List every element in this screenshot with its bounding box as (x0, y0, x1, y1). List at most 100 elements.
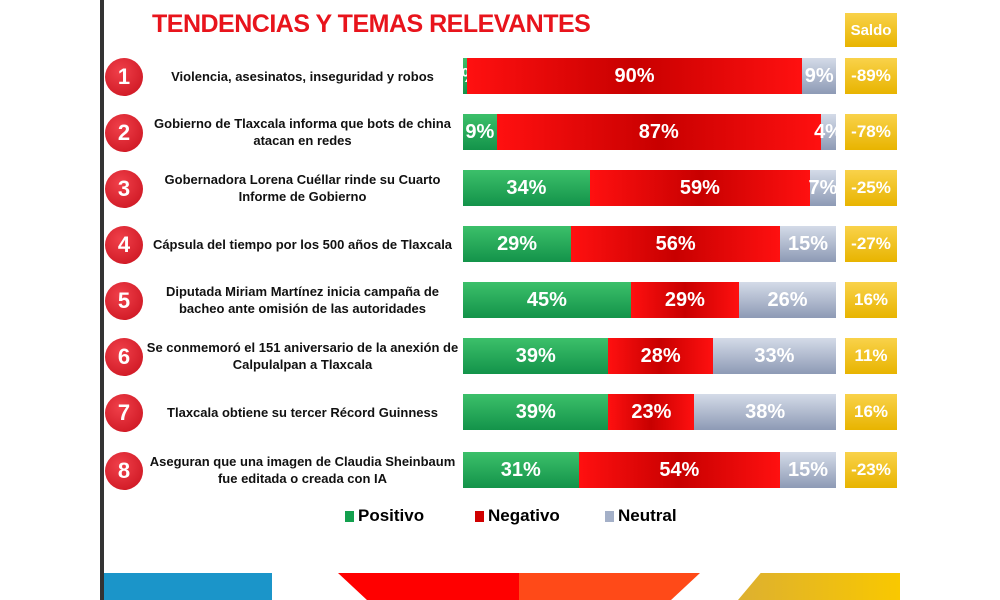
bar-segment-positivo: 34% (463, 170, 590, 206)
bar-segment-neutral: 26% (739, 282, 836, 318)
stacked-bar: 29% 56% 15% (463, 226, 836, 262)
category-label: Gobernadora Lorena Cuéllar rinde su Cuar… (164, 172, 441, 204)
chart-row: 3 Gobernadora Lorena Cuéllar rinde su Cu… (0, 168, 1000, 208)
data-label: 9% (465, 120, 495, 143)
frame-border (100, 0, 104, 600)
data-label: 38% (745, 400, 786, 423)
bar-segment-positivo: 31% (463, 452, 579, 488)
data-label: 31% (500, 458, 541, 481)
decor-red-band (338, 573, 700, 600)
data-label: 9% (804, 64, 834, 87)
saldo-value: -27% (845, 226, 897, 262)
rank-badge: 1 (105, 58, 143, 96)
legend-swatch (345, 510, 354, 522)
data-label: 15% (787, 232, 829, 255)
legend-label: Positivo (358, 506, 425, 525)
chart-row: 6 Se conmemoró el 151 aniversario de la … (0, 336, 1000, 376)
data-label: 26% (767, 288, 808, 311)
data-label: 39% (515, 400, 556, 423)
chart-row: 7 Tlaxcala obtiene su tercer Récord Guin… (0, 392, 1000, 432)
saldo-header: Saldo (845, 13, 897, 47)
rank-badge: 8 (105, 452, 143, 490)
legend-item: Positivo (345, 506, 475, 526)
chart-row: 1 Violencia, asesinatos, inseguridad y r… (0, 56, 1000, 96)
legend: Positivo Negativo Neutral (345, 506, 705, 526)
category-label: Cápsula del tiempo por los 500 años de T… (152, 236, 453, 252)
legend-item: Neutral (605, 506, 705, 526)
category-label: Aseguran que una imagen de Claudia Shein… (149, 454, 456, 486)
saldo-value: 16% (845, 282, 897, 318)
bar-segment-positivo: 39% (463, 394, 609, 430)
bar-segment-negativo: 54% (578, 452, 781, 488)
chart-row: 8 Aseguran que una imagen de Claudia She… (0, 450, 1000, 490)
rank-badge: 4 (105, 226, 143, 264)
stacked-bar: 39% 28% 33% (463, 338, 836, 374)
rank-badge: 3 (105, 170, 143, 208)
legend-item: Negativo (475, 506, 605, 526)
rank-badge: 5 (105, 282, 143, 320)
bar-segment-positivo: 9% (463, 114, 497, 150)
category-label: Se conmemoró el 151 aniversario de la an… (146, 340, 459, 372)
legend-label: Neutral (618, 506, 677, 525)
rank-badge: 7 (105, 394, 143, 432)
bar-segment-positivo: 39% (463, 338, 609, 374)
rank-badge: 6 (105, 338, 143, 376)
bar-segment-negativo: 59% (589, 170, 810, 206)
bar-segment-neutral: 15% (780, 452, 836, 488)
saldo-value: -78% (845, 114, 897, 150)
stacked-bar: 1% 90% 9% (450, 58, 836, 94)
chart-row: 5 Diputada Miriam Martínez inicia campañ… (0, 280, 1000, 320)
data-label: 34% (506, 176, 547, 199)
stacked-bar: 31% 54% 15% (463, 452, 836, 488)
data-label: 45% (526, 288, 567, 311)
saldo-value: -25% (845, 170, 897, 206)
saldo-value: -89% (845, 58, 897, 94)
data-label: 54% (659, 458, 700, 481)
legend-label: Negativo (488, 506, 560, 525)
data-label: 56% (655, 232, 696, 255)
bar-segment-neutral: 9% (802, 58, 836, 94)
bar-segment-positivo: 45% (463, 282, 631, 318)
bar-segment-negativo: 23% (608, 394, 695, 430)
bar-segment-neutral: 38% (694, 394, 836, 430)
stacked-bar: 45% 29% 26% (463, 282, 836, 318)
data-label: 23% (631, 400, 672, 423)
data-label: 15% (787, 458, 829, 481)
decor-blue-band (104, 573, 272, 600)
category-label: Diputada Miriam Martínez inicia campaña … (165, 284, 440, 316)
stacked-bar: 9% 87% 4% (463, 114, 843, 150)
legend-swatch (475, 510, 484, 522)
bar-segment-neutral: 15% (780, 226, 836, 262)
chart-row: 4 Cápsula del tiempo por los 500 años de… (0, 224, 1000, 264)
data-label: 4% (814, 120, 843, 143)
bar-segment-negativo: 29% (630, 282, 739, 318)
chart-row: 2 Gobierno de Tlaxcala informa que bots … (0, 112, 1000, 152)
bar-segment-neutral: 33% (712, 338, 836, 374)
data-label: 33% (754, 344, 795, 367)
bar-segment-negativo: 56% (571, 226, 781, 262)
bar-segment-neutral: 7% (808, 170, 838, 206)
bar-segment-positivo: 29% (463, 226, 572, 262)
stacked-bar: 34% 59% 7% (463, 170, 838, 206)
stacked-bar: 39% 23% 38% (463, 394, 836, 430)
data-label: 28% (640, 344, 681, 367)
rank-badge: 2 (105, 114, 143, 152)
data-label: 87% (638, 120, 679, 143)
bar-segment-negativo: 28% (608, 338, 713, 374)
saldo-value: 16% (845, 394, 897, 430)
legend-swatch (605, 510, 614, 522)
chart-title: TENDENCIAS Y TEMAS RELEVANTES (152, 10, 591, 38)
category-label: Gobierno de Tlaxcala informa que bots de… (154, 116, 451, 148)
data-label: 29% (497, 232, 538, 255)
bar-segment-neutral: 4% (814, 114, 843, 150)
data-label: 90% (614, 64, 655, 87)
data-label: 59% (679, 176, 720, 199)
saldo-value: -23% (845, 452, 897, 488)
data-label: 39% (515, 344, 556, 367)
saldo-value: 11% (845, 338, 897, 374)
bar-segment-negativo: 90% (466, 58, 803, 94)
data-label: 29% (664, 288, 705, 311)
data-label: 7% (808, 176, 838, 199)
category-label: Tlaxcala obtiene su tercer Récord Guinne… (167, 404, 438, 420)
category-label: Violencia, asesinatos, inseguridad y rob… (171, 68, 434, 84)
